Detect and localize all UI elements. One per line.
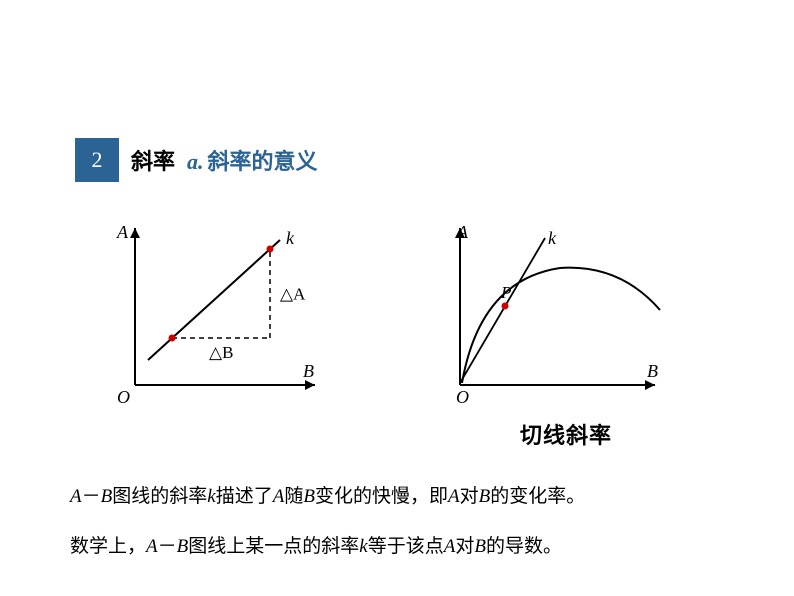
svg-text:k: k (286, 228, 295, 248)
svg-text:A: A (456, 222, 469, 242)
diagram-right-svg: A B Ok P (440, 220, 670, 410)
diagram-left-svg: A B Ok △A △B (100, 220, 330, 410)
section-title: 斜率 (131, 144, 175, 176)
svg-text:O: O (456, 387, 469, 407)
svg-text:△B: △B (209, 343, 233, 362)
section-subtitle-text: 斜率的意义 (208, 149, 318, 174)
section-number-text: 2 (92, 147, 103, 173)
section-number-badge: 2 (75, 138, 119, 182)
section-header: 2 斜率 a. 斜率的意义 (75, 138, 318, 182)
svg-text:△A: △A (280, 285, 306, 304)
body-text-line1: A－B图线的斜率k描述了A随B变化的快慢，即A对B的变化率。 (70, 480, 585, 514)
section-subtitle-group: a. 斜率的意义 (187, 144, 318, 176)
svg-text:B: B (647, 361, 658, 381)
svg-text:O: O (117, 387, 130, 407)
svg-text:k: k (548, 228, 557, 248)
section-subtitle-letter: a. (187, 149, 204, 174)
diagrams-container: A B Ok △A △B A B Ok P (100, 220, 670, 415)
diagram-right: A B Ok P (440, 220, 670, 415)
svg-text:A: A (116, 222, 129, 242)
body-text-line2: 数学上，A－B图线上某一点的斜率k等于该点A对B的导数。 (70, 530, 562, 564)
diagram-left: A B Ok △A △B (100, 220, 330, 415)
tangent-slope-label: 切线斜率 (520, 418, 612, 450)
svg-text:P: P (500, 283, 511, 302)
svg-text:B: B (303, 361, 314, 381)
